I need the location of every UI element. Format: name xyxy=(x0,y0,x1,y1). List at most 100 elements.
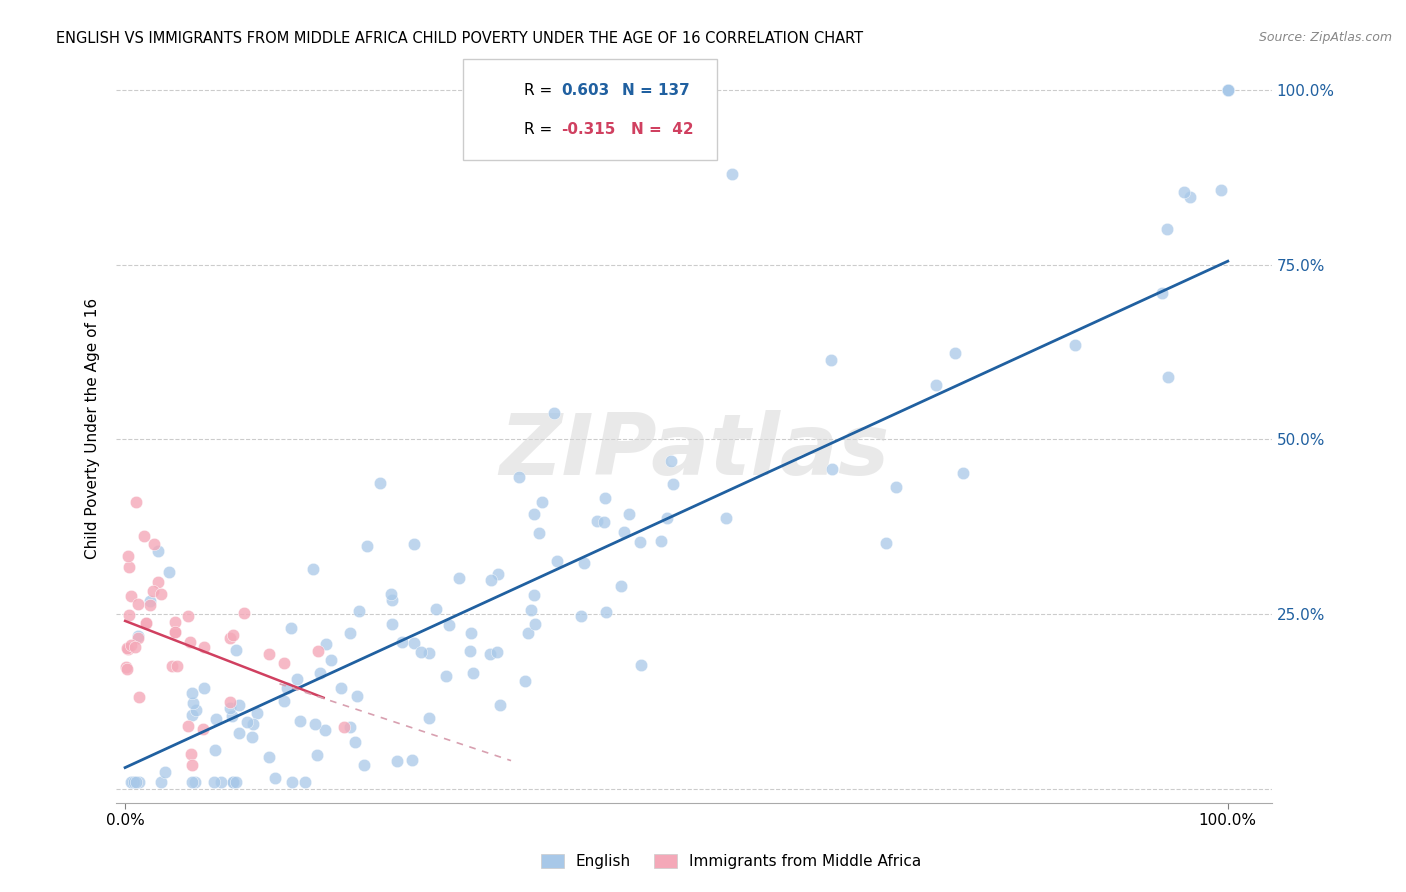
Point xyxy=(157,565,180,579)
Point xyxy=(820,352,842,367)
Point xyxy=(546,554,568,568)
Point xyxy=(1216,83,1239,97)
Point xyxy=(115,662,138,676)
Point xyxy=(662,476,685,491)
Point xyxy=(613,524,636,539)
Point xyxy=(228,725,250,739)
Point xyxy=(356,540,378,554)
Point xyxy=(943,346,966,360)
Point xyxy=(117,549,139,563)
Point xyxy=(204,712,226,726)
Point xyxy=(225,643,247,657)
Point xyxy=(586,514,609,528)
Point xyxy=(380,592,402,607)
Point xyxy=(343,735,366,749)
Point xyxy=(353,757,375,772)
Point xyxy=(242,717,264,731)
Point xyxy=(1216,83,1239,97)
Point xyxy=(117,641,139,656)
Point xyxy=(305,748,328,763)
Point xyxy=(530,495,553,509)
Point xyxy=(222,627,245,641)
Point xyxy=(228,698,250,713)
Point xyxy=(163,624,186,639)
Point xyxy=(135,615,157,630)
Point xyxy=(513,673,536,688)
Point xyxy=(610,579,633,593)
Point xyxy=(875,536,897,550)
Point xyxy=(166,659,188,673)
Point xyxy=(380,587,402,601)
Point xyxy=(118,560,141,574)
Point xyxy=(135,615,157,630)
Text: R =: R = xyxy=(524,122,557,137)
Point xyxy=(1211,183,1233,197)
Text: Source: ZipAtlas.com: Source: ZipAtlas.com xyxy=(1258,31,1392,45)
Point xyxy=(148,575,170,590)
Point xyxy=(333,721,356,735)
Point xyxy=(339,626,361,640)
Point xyxy=(1216,83,1239,97)
Point xyxy=(650,533,672,548)
Point xyxy=(179,634,201,648)
Point xyxy=(232,606,254,620)
Point xyxy=(319,653,342,667)
Point xyxy=(218,631,240,645)
Point xyxy=(821,462,844,476)
Point xyxy=(273,657,295,671)
Point xyxy=(120,638,142,652)
Point xyxy=(307,644,329,658)
Point xyxy=(329,681,352,695)
Point xyxy=(402,636,425,650)
Point xyxy=(381,616,404,631)
Point xyxy=(186,703,208,717)
Point xyxy=(122,774,145,789)
Point xyxy=(150,774,173,789)
Point xyxy=(447,571,470,585)
Point xyxy=(132,529,155,543)
Point xyxy=(461,665,484,680)
Point xyxy=(368,475,391,490)
Point xyxy=(1173,185,1195,199)
Point xyxy=(460,626,482,640)
Point xyxy=(1216,83,1239,97)
Point xyxy=(339,719,361,733)
Text: 0.603: 0.603 xyxy=(561,83,609,98)
Point xyxy=(142,537,165,551)
Point xyxy=(184,774,207,789)
Point xyxy=(240,731,263,745)
Point xyxy=(523,588,546,602)
Point xyxy=(543,406,565,420)
Point xyxy=(142,584,165,599)
Point xyxy=(124,640,146,655)
Point xyxy=(153,765,176,780)
Text: ENGLISH VS IMMIGRANTS FROM MIDDLE AFRICA CHILD POVERTY UNDER THE AGE OF 16 CORRE: ENGLISH VS IMMIGRANTS FROM MIDDLE AFRICA… xyxy=(56,31,863,46)
Point xyxy=(257,648,280,662)
Point xyxy=(633,132,655,146)
Point xyxy=(1216,83,1239,97)
Point xyxy=(1178,189,1201,203)
Point xyxy=(204,742,226,756)
Point xyxy=(655,510,678,524)
Point xyxy=(486,567,509,582)
Point xyxy=(479,647,502,661)
Point xyxy=(125,495,148,509)
Point xyxy=(120,774,142,789)
Point xyxy=(1157,369,1180,384)
Point xyxy=(181,696,204,710)
Point xyxy=(720,167,742,181)
Text: N =  42: N = 42 xyxy=(630,122,693,137)
Point xyxy=(218,701,240,715)
Point xyxy=(593,491,616,505)
Point xyxy=(180,758,202,772)
Point xyxy=(569,609,592,624)
Point xyxy=(527,525,550,540)
Point xyxy=(952,466,974,480)
Point xyxy=(128,690,150,705)
Point xyxy=(516,625,538,640)
Point xyxy=(122,774,145,789)
Point xyxy=(163,624,186,639)
Point xyxy=(221,774,243,789)
Point xyxy=(287,672,309,686)
Point xyxy=(1216,83,1239,97)
